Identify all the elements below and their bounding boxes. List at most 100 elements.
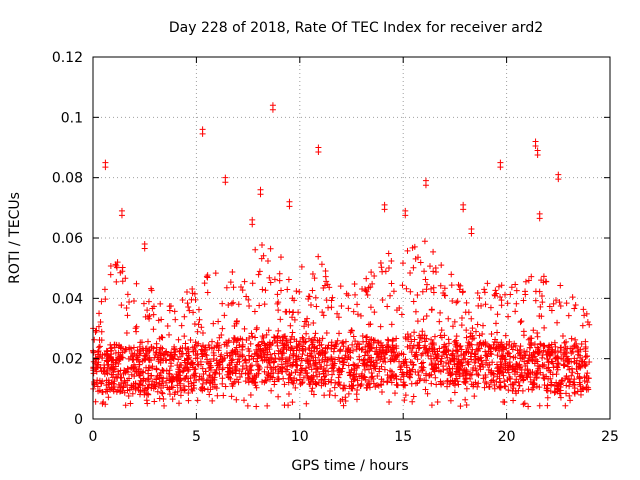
data-point — [407, 269, 414, 276]
data-point — [119, 278, 126, 285]
data-point — [546, 303, 553, 310]
data-point — [407, 332, 414, 339]
data-point — [253, 326, 260, 333]
data-point — [512, 388, 519, 395]
data-point — [374, 372, 381, 379]
data-point — [145, 298, 152, 305]
data-point — [335, 365, 342, 372]
data-point — [228, 393, 235, 400]
data-point — [517, 319, 524, 326]
data-point — [248, 330, 255, 337]
data-point — [198, 324, 205, 331]
data-point — [559, 377, 566, 384]
data-point — [387, 374, 394, 381]
data-point — [535, 362, 542, 369]
data-point — [415, 254, 422, 261]
data-point — [258, 255, 265, 262]
data-point — [308, 347, 315, 354]
data-point — [557, 349, 564, 356]
data-point — [482, 301, 489, 308]
data-point — [115, 360, 122, 367]
data-point — [372, 357, 379, 364]
data-point — [571, 390, 578, 397]
data-point — [96, 336, 103, 343]
x-tick-label: 10 — [291, 429, 309, 445]
data-point — [334, 337, 341, 344]
data-point — [404, 247, 411, 254]
data-point — [288, 362, 295, 369]
data-point — [325, 378, 332, 385]
data-point — [108, 355, 115, 362]
data-point — [506, 350, 513, 357]
data-point — [336, 369, 343, 376]
data-point — [95, 323, 102, 330]
data-point — [281, 342, 288, 349]
data-point — [230, 339, 237, 346]
data-point — [501, 378, 508, 385]
data-point — [525, 386, 532, 393]
data-point — [340, 339, 347, 346]
data-point — [131, 373, 138, 380]
data-point — [536, 288, 543, 295]
data-point — [204, 359, 211, 366]
data-point — [510, 397, 517, 404]
data-point — [206, 344, 213, 351]
data-point — [584, 352, 591, 359]
data-point — [308, 352, 315, 359]
data-point — [185, 304, 192, 311]
data-point — [194, 397, 201, 404]
data-point — [448, 370, 455, 377]
data-point — [482, 340, 489, 347]
data-point — [137, 381, 144, 388]
data-point — [177, 375, 184, 382]
data-point — [579, 358, 586, 365]
data-point — [253, 358, 260, 365]
data-point — [176, 364, 183, 371]
data-point — [90, 349, 97, 356]
data-point — [181, 365, 188, 372]
data-point — [348, 366, 355, 373]
data-point — [540, 273, 547, 280]
data-point — [110, 366, 117, 373]
data-point — [565, 358, 572, 365]
data-point — [263, 331, 270, 338]
data-point — [274, 335, 281, 342]
data-point — [163, 348, 170, 355]
data-point — [239, 343, 246, 350]
data-point — [105, 381, 112, 388]
data-point — [417, 375, 424, 382]
data-point — [340, 385, 347, 392]
data-point — [284, 286, 291, 293]
data-point — [497, 293, 504, 300]
data-point — [376, 368, 383, 375]
data-point — [184, 368, 191, 375]
data-point — [499, 355, 506, 362]
data-point — [174, 382, 181, 389]
data-point — [501, 399, 508, 406]
data-point — [150, 345, 157, 352]
data-point — [428, 306, 435, 313]
data-point — [92, 398, 99, 405]
data-point — [456, 371, 463, 378]
data-point — [340, 343, 347, 350]
data-point — [474, 341, 481, 348]
data-point — [541, 361, 548, 368]
data-point — [275, 307, 282, 314]
data-point — [433, 268, 440, 275]
data-point — [219, 300, 226, 307]
data-point — [287, 322, 294, 329]
data-point — [412, 368, 419, 375]
data-point — [160, 382, 167, 389]
data-point — [463, 327, 470, 334]
data-point — [336, 379, 343, 386]
data-point — [130, 383, 137, 390]
data-point — [331, 345, 338, 352]
data-point — [370, 375, 377, 382]
data-point — [224, 364, 231, 371]
data-point — [387, 358, 394, 365]
data-point — [132, 363, 139, 370]
data-point — [418, 352, 425, 359]
data-point — [101, 361, 108, 368]
data-point — [543, 373, 550, 380]
